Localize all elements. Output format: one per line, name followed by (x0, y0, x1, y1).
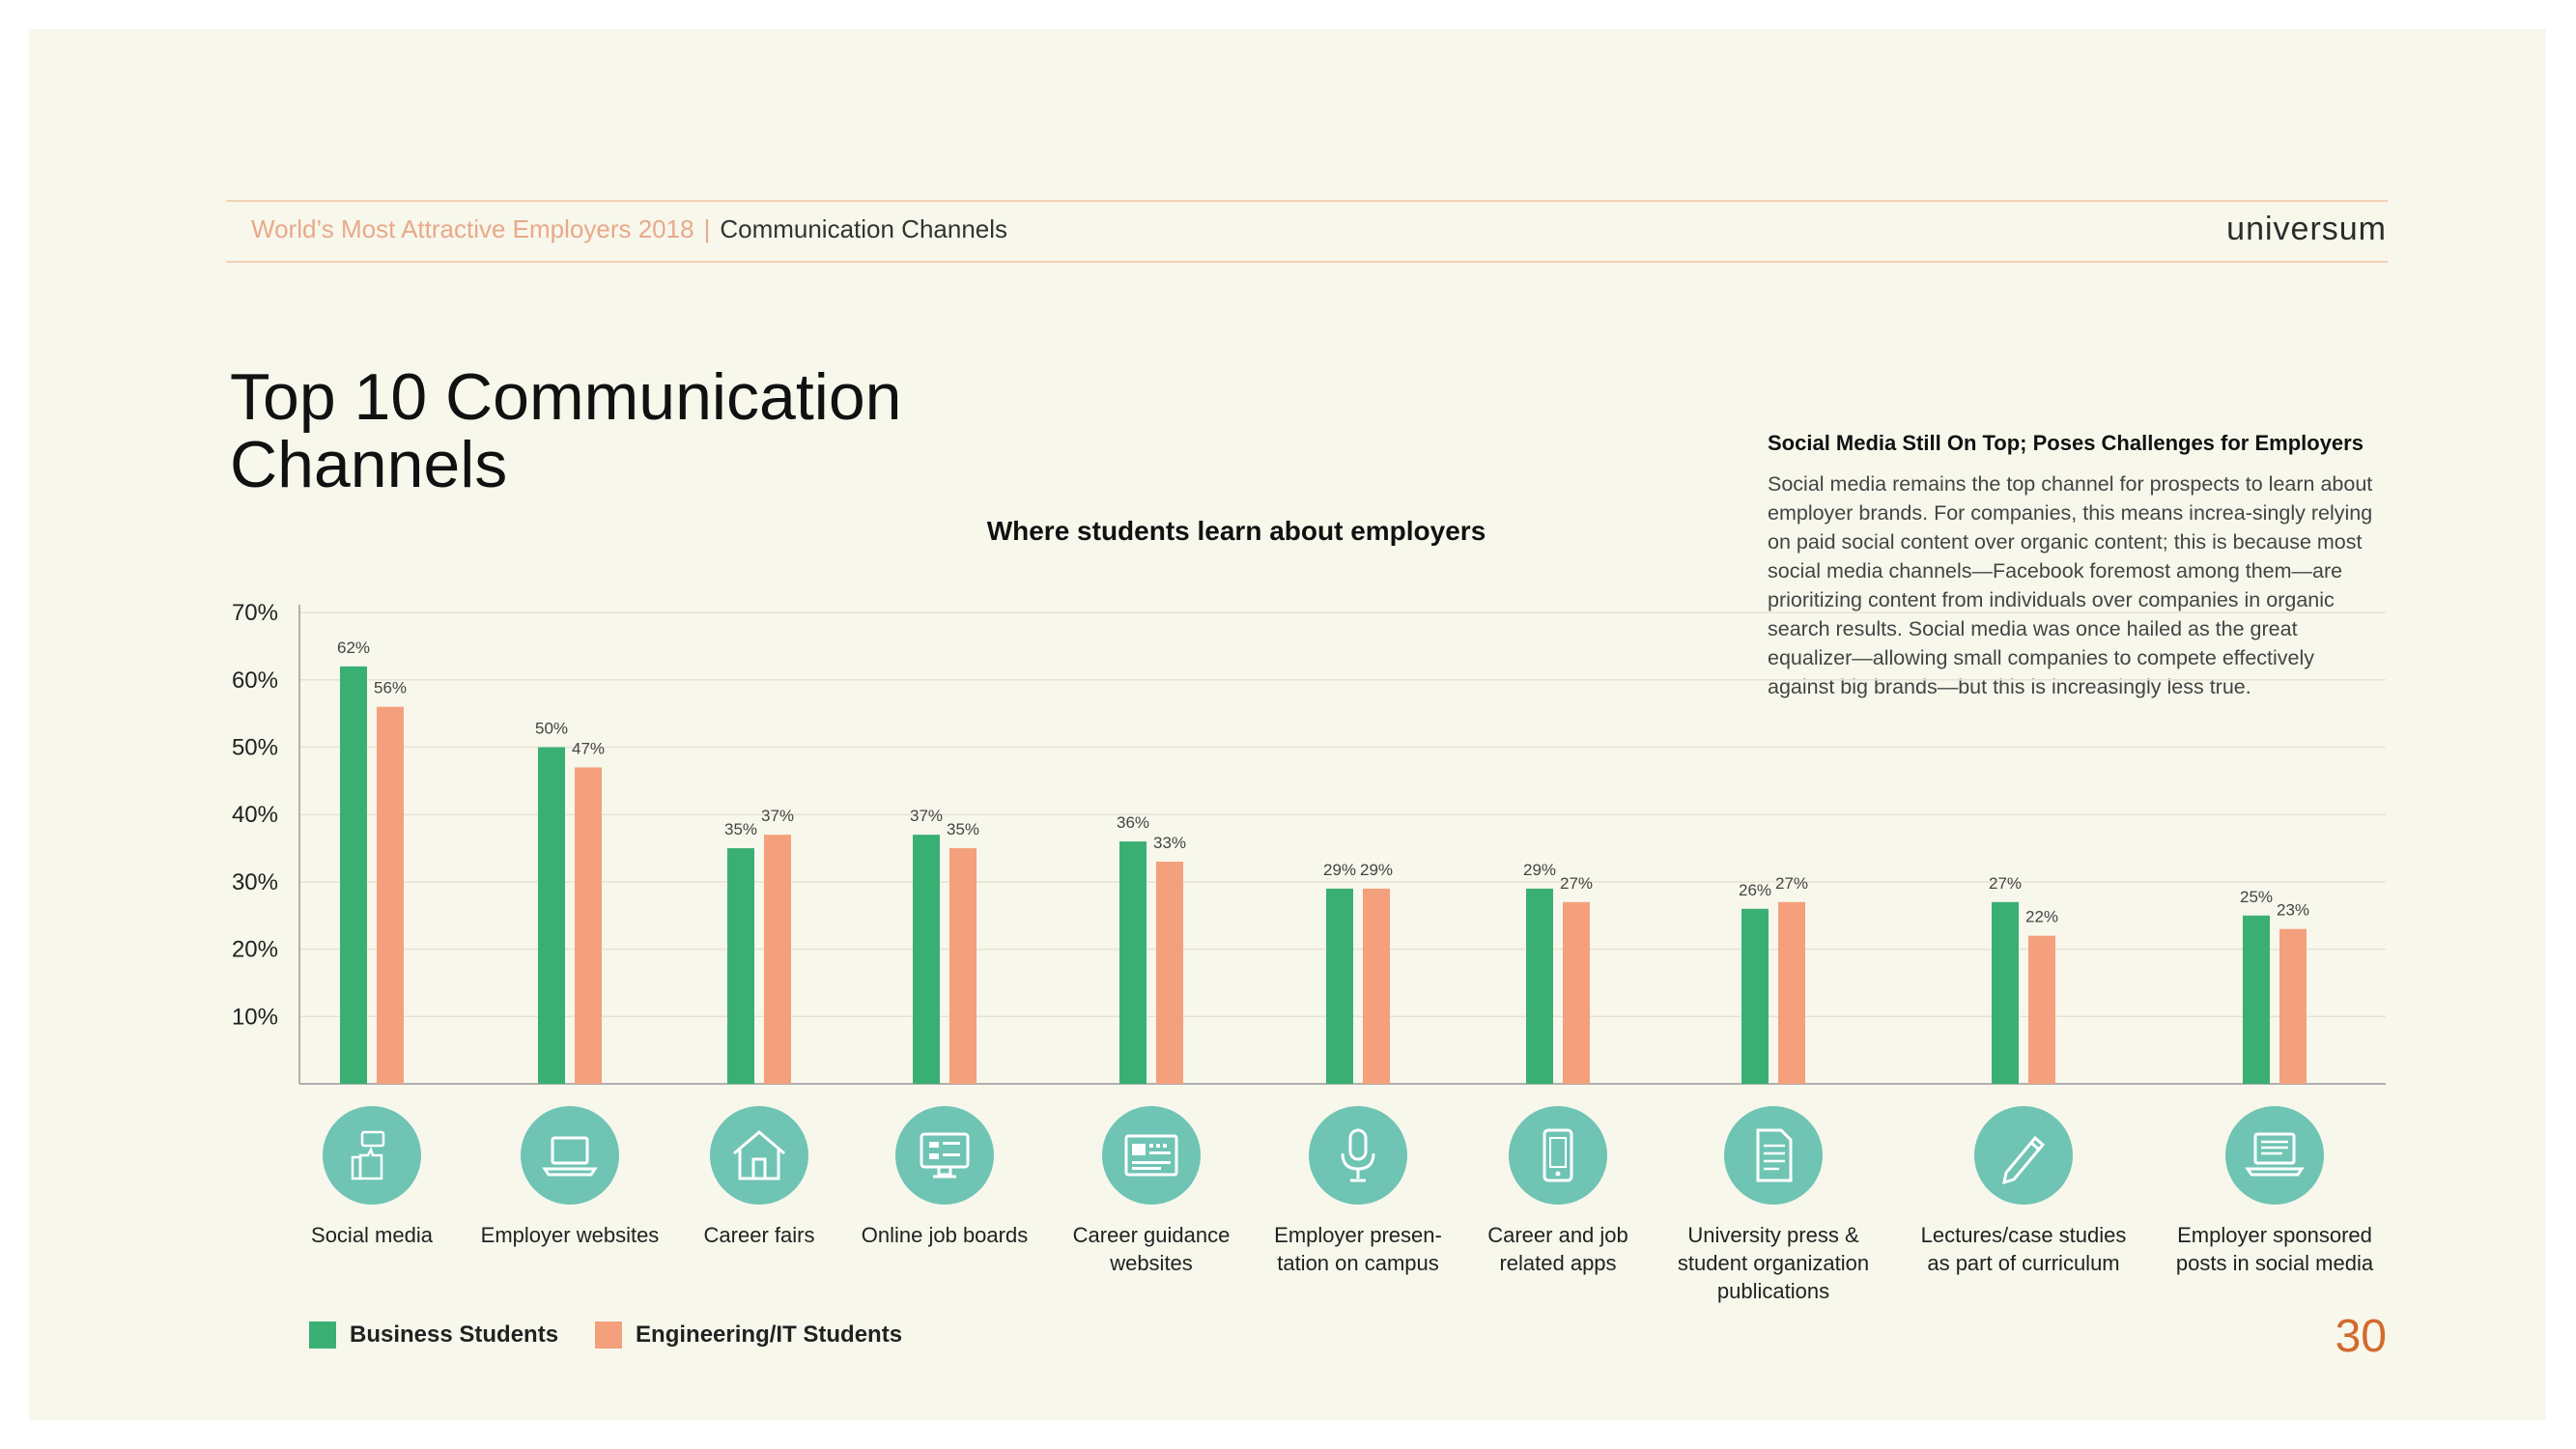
y-tick-label: 60% (232, 668, 278, 694)
tent-icon (710, 1106, 808, 1205)
page-number: 30 (2335, 1311, 2387, 1362)
data-label: 27% (1989, 874, 2022, 893)
data-label: 62% (337, 639, 370, 657)
bar-engineering (575, 767, 602, 1084)
legend-item-engineering: Engineering/IT Students (595, 1321, 902, 1349)
category-label: University press & student organization pu… (1677, 1223, 1870, 1303)
data-label: 29% (1523, 861, 1556, 879)
bar-engineering (764, 835, 791, 1084)
section-title: Communication Channels (720, 214, 1008, 243)
monitor-icon (895, 1106, 994, 1205)
sidebar-body: Social media remains the top channel for… (1768, 472, 2373, 698)
laptop-icon (521, 1106, 619, 1205)
data-label: 27% (1775, 874, 1808, 893)
universum-logo: universum (2226, 211, 2387, 247)
bar-business (2243, 915, 2270, 1084)
category-label: Employer websites (480, 1223, 660, 1247)
bar-engineering (377, 706, 404, 1084)
bar-engineering (949, 848, 977, 1084)
data-label: 26% (1739, 881, 1771, 899)
bar-business (1741, 908, 1769, 1084)
y-tick-label: 20% (232, 937, 278, 963)
data-label: 33% (1153, 834, 1186, 852)
y-tick-label: 40% (232, 802, 278, 828)
data-label: 29% (1323, 861, 1356, 879)
data-label: 35% (947, 820, 979, 838)
page-title: Top 10 Communication Channels (230, 360, 902, 501)
legend-label-engineering: Engineering/IT Students (636, 1321, 903, 1348)
legend-swatch-engineering (595, 1321, 623, 1349)
bar-business (538, 747, 565, 1084)
category-label: Social media (311, 1223, 433, 1247)
microphone-icon (1309, 1106, 1407, 1205)
data-label: 47% (572, 739, 605, 757)
data-label: 37% (761, 807, 794, 825)
data-label: 50% (535, 720, 568, 738)
bar-engineering (1156, 861, 1183, 1084)
sidebar-heading: Social Media Still On Top; Poses Challen… (1768, 431, 2364, 455)
category-label: Employer sponsored posts in social media (2175, 1223, 2374, 1275)
y-tick-label: 10% (232, 1004, 278, 1030)
bar-business (913, 835, 940, 1084)
report-title: World’s Most Attractive Employers 2018 (251, 214, 694, 243)
header-separator: | (703, 214, 711, 243)
bar-engineering (1778, 901, 1805, 1084)
data-label: 37% (910, 807, 943, 825)
bar-business (1326, 888, 1353, 1084)
data-label: 35% (724, 820, 757, 838)
category-label: Lectures/case studies as part of curricul… (1920, 1223, 2127, 1275)
data-label: 25% (2240, 888, 2273, 906)
legend-label-business: Business Students (350, 1321, 559, 1348)
bar-engineering (1563, 901, 1590, 1084)
chart-title: Where students learn about employers (986, 516, 1486, 546)
bar-business (727, 848, 754, 1084)
header-breadcrumb: World’s Most Attractive Employers 2018 | C… (251, 214, 1007, 244)
data-label: 23% (2277, 901, 2309, 920)
header-rule-top (226, 200, 2388, 202)
thumbs-up-icon (323, 1106, 421, 1205)
data-label: 22% (2025, 908, 2058, 926)
pencil-icon (1974, 1106, 2073, 1205)
document-icon (1724, 1106, 1823, 1205)
bar-engineering (2279, 928, 2307, 1084)
bar-business (1526, 888, 1553, 1084)
y-tick-label: 50% (232, 735, 278, 761)
y-tick-label: 30% (232, 869, 278, 895)
legend: Business Students Engineering/IT Student… (309, 1321, 939, 1349)
category-label: Online job boards (861, 1223, 1029, 1247)
bar-engineering (1363, 888, 1390, 1084)
data-label: 36% (1117, 813, 1149, 832)
laptop-list-icon (2225, 1106, 2324, 1205)
bar-business (1992, 901, 2019, 1084)
data-label: 29% (1360, 861, 1393, 879)
category-label: Career fairs (703, 1223, 815, 1247)
category-label: Career guidance websites (1072, 1223, 1231, 1275)
web-window-icon (1102, 1106, 1201, 1205)
category-label: Employer presen-tation on campus (1274, 1223, 1442, 1275)
data-label: 56% (374, 679, 407, 697)
bar-business (340, 666, 367, 1084)
y-tick-label: 70% (232, 600, 278, 626)
bar-engineering (2028, 935, 2055, 1084)
data-label: 27% (1560, 874, 1593, 893)
header-rule-bottom (226, 261, 2388, 263)
bar-business (1119, 841, 1146, 1084)
legend-swatch-business (309, 1321, 336, 1349)
category-label: Career and job related apps (1487, 1223, 1628, 1275)
smartphone-icon (1509, 1106, 1607, 1205)
legend-item-business: Business Students (309, 1321, 558, 1349)
